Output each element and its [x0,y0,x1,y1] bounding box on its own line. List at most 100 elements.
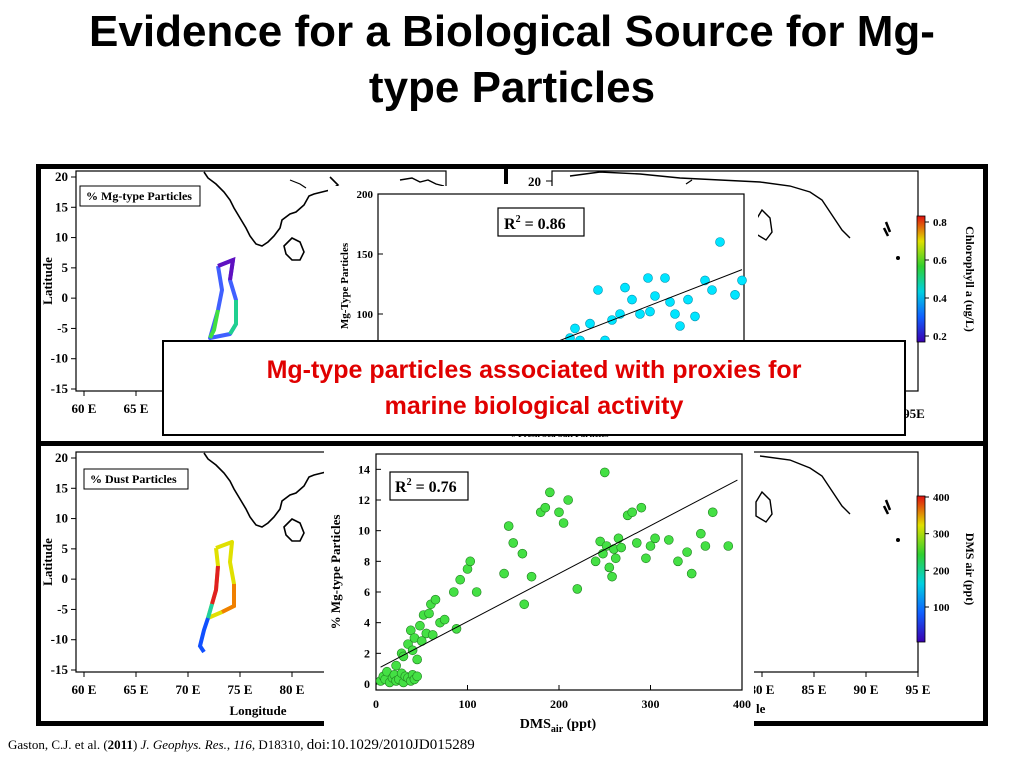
scatter-point [430,594,441,605]
cruise-track-segment [217,256,236,281]
lon-tick-label: 60 E [72,682,97,697]
map-bottom-left-legend: % Dust Particles [90,472,177,486]
cruise-track-segment [228,300,238,336]
scatter-point [620,282,630,293]
scatter-point [471,587,482,597]
lat-tick-label: -5 [57,320,68,335]
x-tick-label: 300 [642,697,660,711]
y-tick-label: 0 [364,677,370,691]
y-tick-label: 200 [357,189,374,201]
scatter-point [707,285,717,295]
scatter-point [660,273,670,283]
scatter-point [682,547,692,557]
lat-tick-label: -10 [51,351,68,366]
callout-line1: Mg-type particles associated with proxie… [266,356,802,384]
scatter-point [590,556,601,567]
scatter-bottom-ylabel: % Mg-type Particles [328,515,343,630]
scatter-point [683,294,693,305]
coast-segment-east [399,177,445,187]
coastline [569,171,851,239]
cruise-track-segment [206,603,214,619]
y-tick-label: 150 [357,249,374,261]
lat-tick-label: -5 [57,601,68,616]
scatter-point [499,568,509,579]
y-tick-label: 4 [364,616,370,630]
scatter-point [540,502,551,513]
islands [882,499,892,515]
scatter-bottom: 0 2 4 6 8 10 12 14 0 100 200 300 400 % Mg-type Part… [324,446,754,735]
scatter-point [663,535,674,545]
scatter-point [585,318,595,329]
scatter-point [465,556,476,567]
y-tick-label: 12 [358,493,370,507]
scatter-point [643,273,653,283]
map-bottom-right-xticks: 80 E 85 E 90 E 95 E [750,672,930,697]
island-dot [896,538,900,542]
colorbar-tick-label: 0.6 [933,255,947,267]
y-tick-label: 14 [358,462,370,476]
scatter-point [650,291,660,301]
y-tick-label: 10 [358,524,370,538]
figure-divider [36,441,988,446]
scatter-point [405,625,416,636]
scatter-point [448,587,459,597]
map-bottom-left-yticks: 20 15 10 5 0 -5 -10 -15 [51,450,76,677]
x-tick-label: 400 [733,697,751,711]
lat-tick-label: 0 [62,290,69,305]
cruise-track-segment [208,309,220,339]
scatter-point [558,518,569,528]
scatter-point [563,495,573,505]
scatter-point [519,599,530,610]
scatter-bottom-r2-box [389,471,469,501]
scatter-point [673,556,683,567]
scatter-point [641,553,651,564]
map-top-right-ytick: 20 [528,174,541,189]
slide-title: Evidence for a Biological Source for Mg-… [0,4,1024,116]
scatter-bottom-points [375,467,734,688]
scatter-point [700,541,711,551]
lat-tick-label: 15 [55,199,69,214]
x-tick-label: 0 [373,697,379,711]
colorbar-tick-label: 0.4 [933,293,947,305]
scatter-point [650,533,660,544]
coast-segment [289,179,307,189]
citation-journal: J. Geophys. Res. [140,737,227,752]
scatter-top-r2: R2 = 0.86 [504,214,566,233]
scatter-point [517,548,528,559]
dms-colorbar-ticks: 400 300 200 100 [925,492,950,614]
lat-tick-label: 0 [62,571,69,586]
colorbar-tick-label: 0.8 [933,217,947,229]
scatter-point [599,467,610,478]
sri-lanka-outline [283,237,305,261]
y-tick-label: 100 [357,309,374,321]
map-top-left-yticks: 20 15 10 5 0 -5 -10 -15 [51,169,76,396]
scatter-point [645,541,656,551]
colorbar-tick-label: 400 [933,492,950,504]
lon-tick-label: 60 E [72,401,97,416]
scatter-point [554,507,564,518]
scatter-point [424,608,434,619]
scatter-point [607,571,617,582]
map-bottom-left-xlabel: Longitude [229,703,286,718]
chlorophyll-colorbar-ticks: 0.8 0.6 0.4 0.2 [925,217,947,343]
colorbar-tick-label: 200 [933,565,950,577]
map-top-left-ylabel: Latitude [40,257,55,305]
colorbar-tick-label: 0.2 [933,331,947,343]
citation-mid: ) [132,737,141,752]
cruise-track-segment [210,565,220,605]
scatter-top-ylabel: Mg-Type Particles [339,242,351,329]
map-bottom-left-ylabel: Latitude [40,538,55,586]
y-tick-label: 2 [364,646,370,660]
lat-tick-label: 5 [62,260,69,275]
map-bottom-left-xticks: 60 E 65 E 70 E 75 E 80 E [72,672,305,697]
lon-tick-label: 65 E [124,401,149,416]
lat-tick-label: 10 [55,230,68,245]
scatter-point [412,671,422,682]
scatter-point [636,502,647,513]
citation-year: 2011 [107,737,133,752]
sri-lanka-outline [755,490,773,523]
x-tick-label: 100 [459,697,477,711]
island-dot [896,256,900,260]
lon-tick-label: 80 E [280,682,305,697]
citation-comma: , [226,737,234,752]
